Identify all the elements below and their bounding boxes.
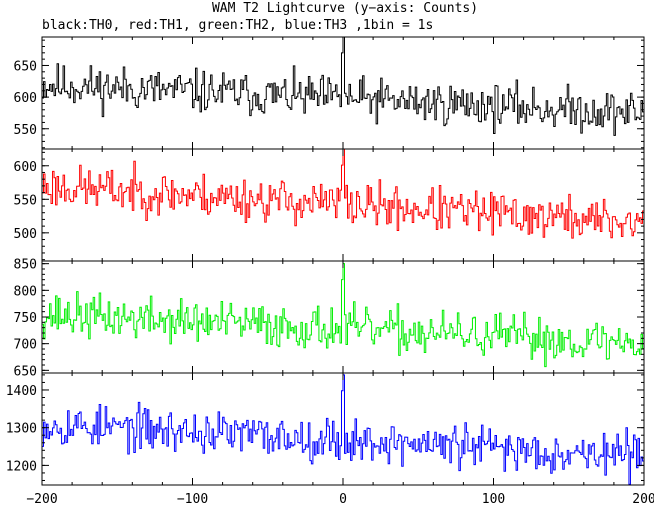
y-tick-label: 850: [14, 258, 37, 273]
series-line-th3: [42, 374, 644, 485]
panel-th1: 500 550 600: [14, 148, 645, 262]
y-tick-label: 600: [14, 91, 37, 106]
y-tick-label: 550: [14, 193, 37, 208]
y-tick-label: 650: [14, 364, 37, 379]
y-tick-label: 550: [14, 123, 37, 138]
y-tick-label: 1300: [6, 422, 37, 437]
y-tick-label: 1400: [6, 384, 37, 399]
panel-th0: 550 600 650: [14, 36, 645, 150]
y-tick-label: 800: [14, 284, 37, 299]
x-tick-label: −200: [26, 492, 57, 505]
chart-subtitle: black:TH0, red:TH1, green:TH2, blue:TH3 …: [42, 18, 433, 33]
y-tick-label: 1200: [6, 459, 37, 474]
series-line-th1: [42, 149, 644, 239]
x-tick-label: 100: [482, 492, 505, 505]
series-line-th0: [42, 37, 644, 136]
x-axis: −200 −100 0 100 200: [26, 492, 654, 505]
panel-th2: 650 700 750 800 850: [14, 258, 645, 379]
y-tick-label: 500: [14, 227, 37, 242]
x-tick-label: 200: [632, 492, 654, 505]
y-tick-label: 700: [14, 338, 37, 353]
y-tick-label: 650: [14, 59, 37, 74]
x-tick-label: −100: [177, 492, 208, 505]
panel-th3: 1200 1300 1400: [6, 372, 645, 486]
chart-title: WAM T2 Lightcurve (y−axis: Counts): [212, 1, 478, 16]
panels-group: 550 600 650 500 550 600 650 700 750 800 850 1200 130…: [6, 36, 645, 486]
x-tick-label: 0: [339, 492, 347, 505]
series-line-th2: [42, 263, 644, 368]
y-tick-label: 750: [14, 311, 37, 326]
y-tick-label: 600: [14, 160, 37, 175]
